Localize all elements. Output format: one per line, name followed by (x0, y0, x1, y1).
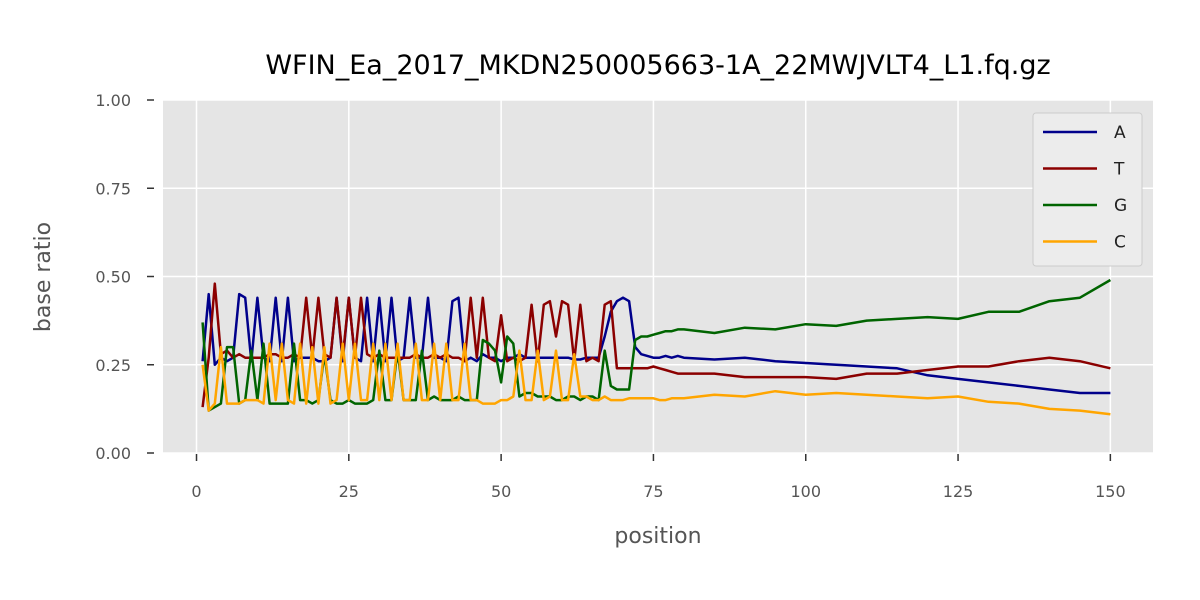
x-tick-label: 100 (790, 482, 821, 501)
chart-title: WFIN_Ea_2017_MKDN250005663-1A_22MWJVLT4_… (265, 50, 1050, 81)
legend-label-c: C (1114, 233, 1126, 253)
legend-label-t: T (1113, 160, 1125, 180)
series-line-c (201, 342, 1111, 416)
series-lines (201, 278, 1112, 416)
legend-label-a: A (1114, 123, 1126, 143)
y-tick-label: 0.00 (95, 444, 131, 463)
x-tick-label: 0 (191, 482, 201, 501)
x-axis: 0 25 50 75 100 125 150 (191, 454, 1126, 501)
x-tick-label: 25 (339, 482, 359, 501)
series-line-t (201, 282, 1111, 408)
x-axis-label: position (614, 524, 701, 549)
x-tick-label: 150 (1095, 482, 1126, 501)
y-tick-label: 0.75 (95, 179, 131, 198)
y-tick-label: 1.00 (95, 91, 131, 110)
y-tick-label: 0.50 (95, 268, 131, 287)
legend-box (1032, 112, 1143, 267)
y-axis: 0.00 0.25 0.50 0.75 1.00 (95, 91, 154, 463)
y-axis-label: base ratio (31, 222, 56, 332)
y-tick-label: 0.25 (95, 356, 131, 375)
x-tick-label: 50 (491, 482, 511, 501)
grid-lines (163, 99, 1153, 454)
legend-label-g: G (1114, 196, 1127, 216)
x-tick-label: 125 (943, 482, 974, 501)
series-line-a (201, 292, 1111, 395)
x-tick-label: 75 (643, 482, 663, 501)
